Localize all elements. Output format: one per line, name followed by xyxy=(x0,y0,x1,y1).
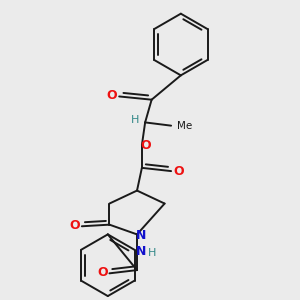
Text: O: O xyxy=(107,89,117,102)
Text: O: O xyxy=(140,139,151,152)
Text: H: H xyxy=(130,115,139,125)
Text: N: N xyxy=(136,245,146,258)
Text: O: O xyxy=(173,165,184,178)
Text: Me: Me xyxy=(177,121,192,131)
Text: O: O xyxy=(97,266,108,279)
Text: O: O xyxy=(69,219,80,232)
Text: N: N xyxy=(136,229,146,242)
Text: H: H xyxy=(147,248,156,258)
